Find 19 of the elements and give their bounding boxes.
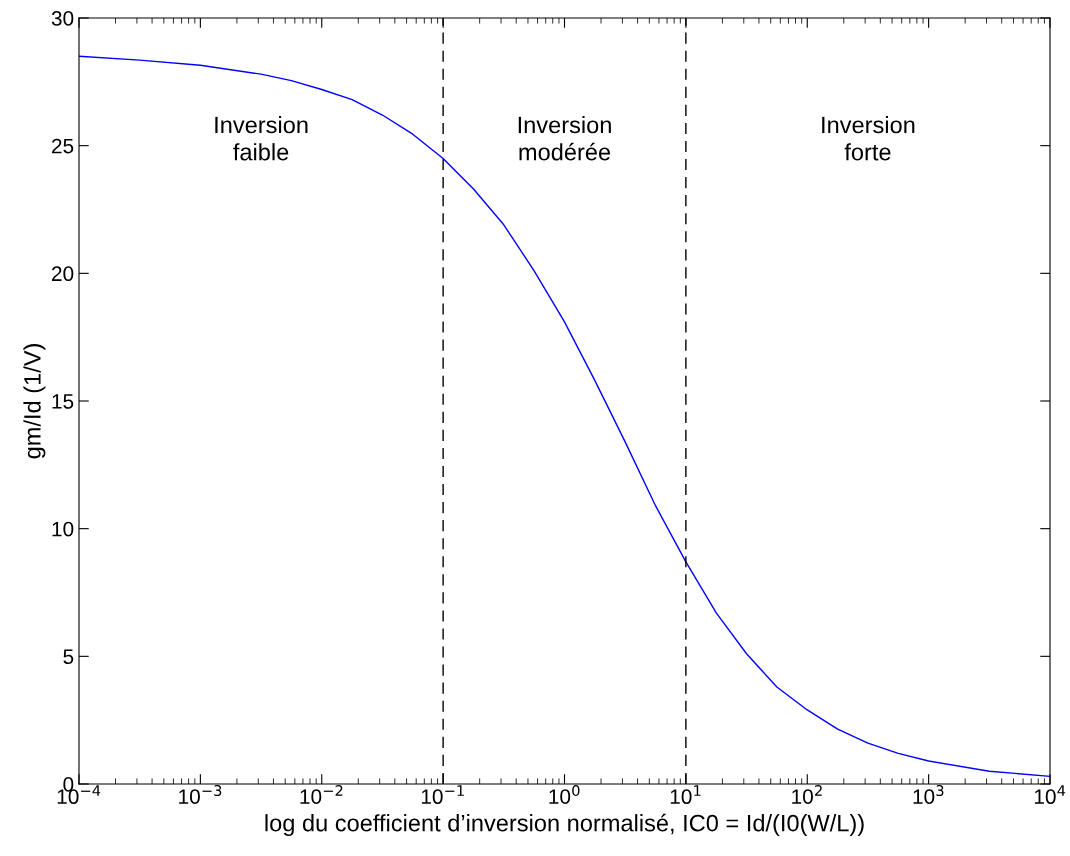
y-tick-label: 25 [52, 138, 74, 154]
y-tick-label: 30 [51, 11, 74, 26]
y-tick-label: 20 [52, 266, 74, 282]
x-tick-label: 10$^{1}$ [670, 785, 701, 805]
annotation: Inversion faible [215, 115, 308, 161]
x-tick-label: 10$^{4}$ [1034, 785, 1066, 805]
x-tick-label: 10$^{2}$ [792, 785, 822, 804]
y-axis-title: gm/Id (1/V) [23, 344, 46, 459]
annotation: Inversion forte [822, 115, 915, 161]
x-axis-title: log du coefficient d’inversion normalisé, IC0 = Id/(I0(W/L)) [265, 813, 864, 837]
x-tick-label: 10$^{0}$ [549, 785, 580, 804]
y-tick-label: 15 [52, 394, 74, 409]
y-tick-label: 10 [52, 521, 74, 537]
x-tick-label: 10$^{−3}$ [179, 785, 222, 804]
y-tick-label: 5 [63, 649, 74, 665]
x-tick-label: 10$^{−2}$ [300, 785, 343, 804]
x-tick-label: 10$^{3}$ [913, 785, 944, 804]
annotation: Inversion modérée [518, 115, 611, 161]
x-tick-label: 10$^{−1}$ [421, 785, 464, 805]
